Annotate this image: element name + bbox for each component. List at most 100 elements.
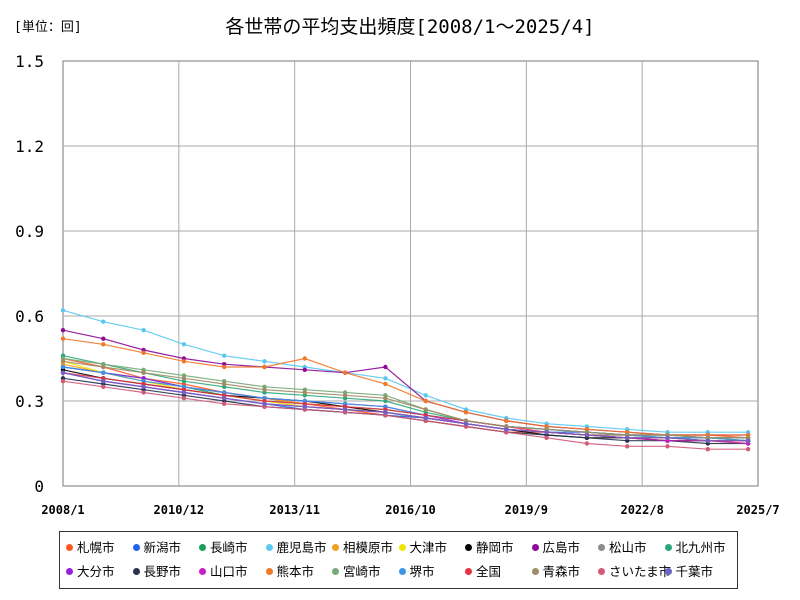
legend-marker: [598, 568, 605, 575]
series-20-point: [302, 404, 307, 409]
legend-marker: [199, 568, 206, 575]
series-19-point: [222, 401, 227, 406]
series-20-point: [745, 438, 751, 443]
legend-item: 札幌市: [66, 538, 115, 558]
series-20-point: [705, 438, 710, 443]
chart-title: 各世帯の平均支出頻度[2008/1～2025/4]: [225, 16, 595, 38]
series-19-point: [584, 441, 590, 446]
legend-marker: [465, 568, 472, 575]
legend-item: さいたま市: [598, 562, 671, 582]
series-18-point: [342, 393, 348, 398]
legend-marker: [664, 568, 672, 575]
series-14-point: [383, 381, 388, 387]
series-18-point: [141, 370, 146, 375]
legend-item: 熊本市: [265, 562, 315, 582]
series-18-point: [423, 407, 428, 412]
legend-label: 鹿児島市: [276, 540, 327, 555]
legend-label: 大津市: [409, 540, 448, 555]
legend-label: 大分市: [77, 564, 115, 579]
legend-marker: [265, 544, 273, 551]
series-19-point: [625, 444, 630, 449]
legend-marker: [132, 568, 140, 575]
legend-marker: [332, 568, 339, 575]
series-18-point: [101, 364, 106, 370]
legend-marker: [598, 544, 605, 551]
series-18-point: [302, 390, 307, 395]
y-tick-label: 0.6: [15, 307, 44, 326]
series-4-point: [141, 328, 146, 333]
series-line-19: [62, 380, 749, 450]
legend-label: 北九州市: [675, 540, 726, 555]
legend-marker: [332, 544, 339, 551]
series-14-point: [463, 410, 469, 415]
series-14-point: [60, 336, 66, 341]
legend-label: 堺市: [409, 564, 435, 579]
legend-item: 松山市: [598, 538, 647, 558]
legend-item: 長野市: [132, 562, 181, 582]
legend-item: 堺市: [398, 562, 435, 582]
legend-item: 長崎市: [199, 538, 248, 558]
series-14-point: [504, 418, 509, 423]
series-line-20: [62, 372, 749, 442]
x-tick-label: 2013/11: [269, 503, 320, 517]
legend-marker: [398, 568, 406, 575]
legend-label: 札幌市: [77, 540, 115, 555]
series-20-point: [60, 370, 66, 375]
x-tick-label: 2025/7: [736, 503, 779, 517]
series-14-point: [101, 342, 106, 347]
legend: 札幌市 新潟市 長崎市 鹿児島市 相模原市 大津市 静岡市 広島市 松山市 北九州市 大分市 長野市…: [59, 531, 738, 589]
legend-marker: [465, 544, 472, 551]
series-19-point: [141, 390, 146, 395]
legend-item: 青森市: [531, 562, 580, 582]
legend-item: 静岡市: [465, 538, 514, 558]
x-tick-label: 2022/8: [620, 503, 663, 517]
legend-item: 広島市: [531, 538, 581, 558]
legend-item: 大津市: [398, 538, 448, 558]
series-18-point: [262, 387, 267, 392]
series-20-point: [544, 430, 549, 435]
series-20-point: [383, 410, 388, 415]
series-line-18: [62, 360, 749, 439]
series-19-point: [745, 447, 751, 452]
series-20-point: [504, 427, 509, 432]
series-20-point: [101, 379, 106, 384]
legend-marker: [265, 568, 273, 575]
series-14-point: [181, 359, 187, 364]
series-19-point: [101, 384, 106, 389]
series-20-point: [262, 401, 267, 406]
legend-label: 熊本市: [276, 564, 315, 579]
series-19-point: [181, 396, 187, 401]
series-4-point: [383, 376, 388, 381]
series-14-point: [141, 350, 146, 355]
x-tick-label: 2010/12: [154, 503, 205, 517]
series-20-point: [181, 390, 187, 395]
legend-label: 松山市: [609, 540, 647, 555]
series-14-point: [423, 398, 428, 404]
series-4-point: [101, 319, 106, 324]
legend-label: 長崎市: [210, 540, 248, 555]
x-tick-label: 2016/10: [385, 503, 436, 517]
series-16-point: [60, 364, 66, 370]
legend-item: 宮崎市: [332, 562, 381, 582]
legend-item: 北九州市: [664, 538, 726, 558]
legend-label: 相模原市: [343, 540, 394, 555]
series-14-point: [342, 370, 348, 375]
unit-label: [単位：回]: [14, 20, 82, 35]
legend-marker: [199, 544, 206, 551]
legend-item: 大分市: [66, 562, 115, 582]
legend-label: 新潟市: [143, 540, 182, 555]
legend-item: 千葉市: [664, 562, 713, 582]
legend-label: 全国: [476, 564, 502, 579]
series-16-point: [101, 370, 106, 375]
legend-marker: [664, 544, 672, 551]
series-18-point: [222, 381, 227, 387]
series-20-point: [665, 435, 670, 440]
series-14-point: [262, 364, 267, 370]
series-8-point: [60, 328, 66, 333]
legend-marker: [531, 544, 539, 551]
line-chart: 0 0.3 0.6 0.9 1.2 1.5 2008/1 2010/12 2013/11 2016…: [15, 52, 780, 517]
series-4-point: [60, 308, 66, 313]
legend-label: 広島市: [542, 540, 581, 555]
series-18-point: [60, 359, 66, 364]
series-19-point: [544, 435, 549, 440]
